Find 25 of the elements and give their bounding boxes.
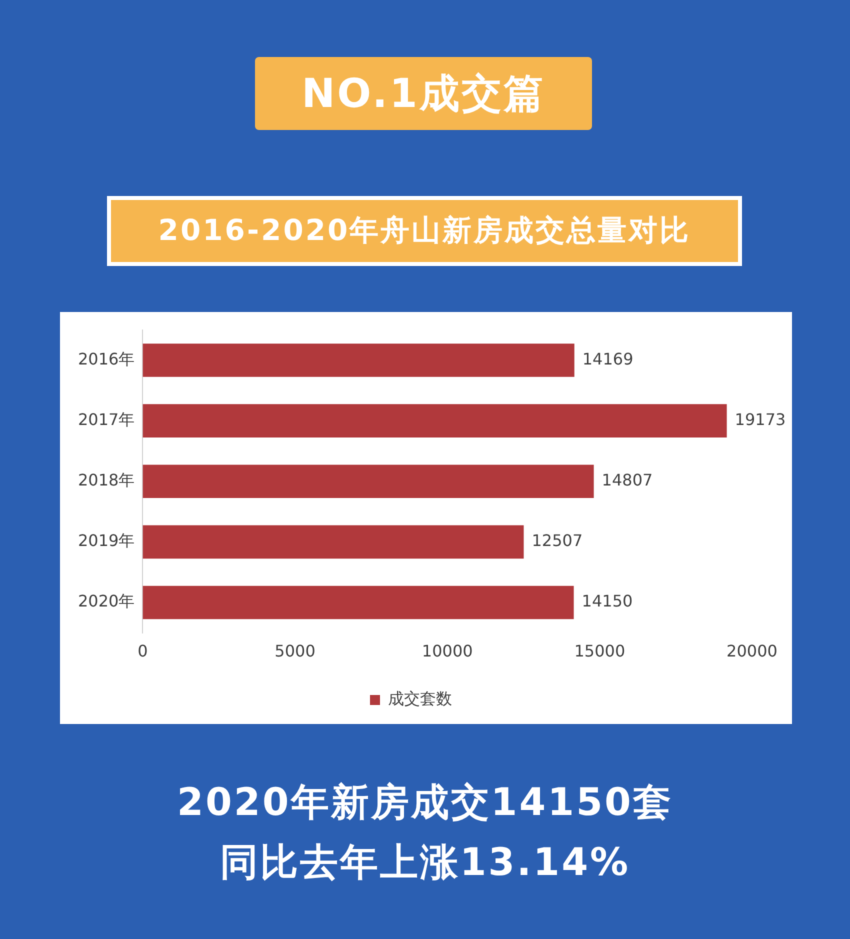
bar <box>142 404 727 438</box>
bar <box>142 344 574 377</box>
x-tick-label: 10000 <box>422 642 473 661</box>
x-tick-label: 0 <box>138 642 148 661</box>
data-label: 14169 <box>582 349 634 368</box>
y-tick-label: 2016年 <box>78 349 135 368</box>
data-label: 12507 <box>532 531 583 550</box>
y-tick-label: 2019年 <box>78 531 135 550</box>
y-tick-label: 2018年 <box>78 470 135 490</box>
bar <box>142 525 524 559</box>
text: 同比去年上涨13.14% <box>218 839 632 886</box>
legend-label: 成交套数 <box>388 689 452 708</box>
bar <box>142 586 574 620</box>
x-tick-label: 5000 <box>274 642 316 661</box>
y-tick-label: 2017年 <box>78 410 135 429</box>
data-label: 14807 <box>602 470 653 490</box>
x-tick-label: 20000 <box>726 642 778 661</box>
text: 2020年新房成交14150套 <box>176 779 674 826</box>
text: NO.1成交篇 <box>255 57 592 130</box>
data-label: 19173 <box>734 410 786 429</box>
bar <box>142 464 594 498</box>
y-tick-label: 2020年 <box>78 592 135 611</box>
data-label: 14150 <box>582 592 633 611</box>
x-tick-label: 15000 <box>574 642 626 661</box>
chart-title: 2016-2020年舟山新房成交总量对比 <box>107 196 742 266</box>
